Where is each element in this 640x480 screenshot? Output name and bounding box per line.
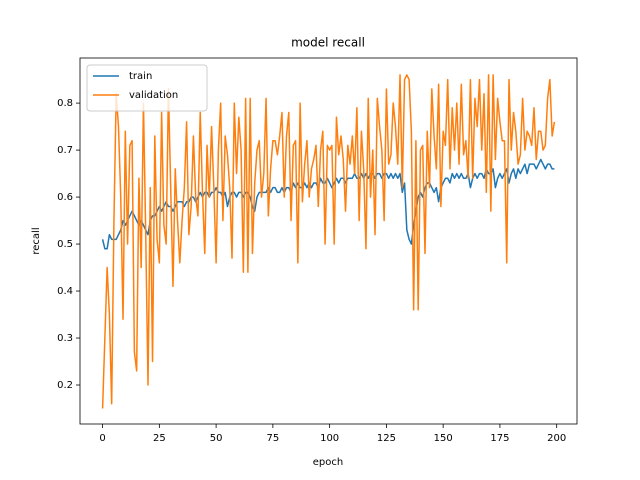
legend-label: train xyxy=(129,71,152,82)
y-axis-label: recall xyxy=(31,227,42,254)
y-tick-label: 0.7 xyxy=(57,145,73,156)
x-tick-label: 50 xyxy=(210,433,223,444)
x-tick-label: 25 xyxy=(153,433,166,444)
y-tick-label: 0.8 xyxy=(57,98,73,109)
x-tick-label: 150 xyxy=(434,433,453,444)
y-tick-label: 0.2 xyxy=(57,380,73,391)
x-tick-label: 175 xyxy=(490,433,509,444)
x-tick-label: 100 xyxy=(320,433,339,444)
y-tick-label: 0.4 xyxy=(57,286,73,297)
y-tick-label: 0.6 xyxy=(57,192,73,203)
series-line xyxy=(101,74,556,409)
legend-label: validation xyxy=(129,90,178,101)
x-axis-label: epoch xyxy=(313,457,343,468)
x-tick-label: 0 xyxy=(99,433,105,444)
y-tick-label: 0.5 xyxy=(57,239,73,250)
y-tick-label: 0.3 xyxy=(57,333,73,344)
series-line xyxy=(101,158,555,250)
axes-frame xyxy=(79,57,578,425)
x-tick-label: 125 xyxy=(377,433,396,444)
x-tick-label: 200 xyxy=(547,433,566,444)
x-tick-label: 75 xyxy=(267,433,280,444)
chart-title: model recall xyxy=(291,36,365,50)
